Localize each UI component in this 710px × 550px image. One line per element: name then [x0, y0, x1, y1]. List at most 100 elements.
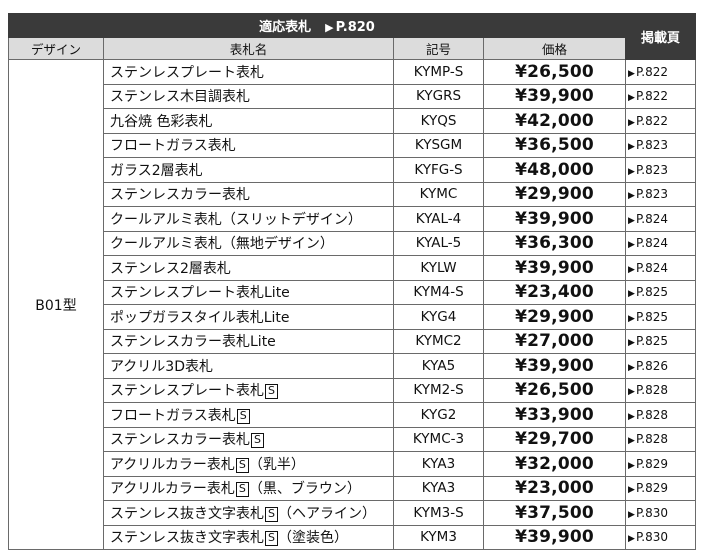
name-column-header: 表札名 — [103, 37, 394, 60]
code-cell: KYAL-5 — [393, 230, 484, 256]
code-cell: KYGRS — [393, 83, 484, 109]
name-cell: ポップガラスタイル表札Lite — [103, 304, 394, 330]
page-ref-cell: ▶P.823 — [625, 181, 697, 207]
play-arrow-icon: ▶ — [628, 485, 635, 496]
series-s-badge: S — [236, 408, 250, 424]
page-ref-cell: ▶P.828 — [625, 402, 697, 428]
play-arrow-icon: ▶ — [628, 362, 635, 373]
page-ref-cell: ▶P.822 — [625, 83, 697, 109]
table-row: ステンレス2層表札 KYLW ¥39,900 ▶P.824 — [9, 255, 697, 281]
table-row: ステンレスカラー表札 S KYMC-3 ¥29,700 ▶P.828 — [9, 426, 697, 452]
nameplate-name: クールアルミ表札（無地デザイン） — [110, 236, 334, 253]
nameplate-variant: （乳半） — [248, 456, 305, 473]
code-cell: KYM2-S — [393, 377, 484, 403]
name-cell: ステンレス抜き文字表札 S （塗装色） — [103, 524, 394, 550]
play-arrow-icon: ▶ — [628, 313, 635, 324]
page-ref-cell: ▶P.825 — [625, 328, 697, 354]
page-ref: P.824 — [635, 211, 669, 226]
band-ref: P.820 — [335, 20, 375, 35]
table-row: アクリル3D表札 KYA5 ¥39,900 ▶P.826 — [9, 353, 697, 379]
page-ref: P.828 — [635, 432, 669, 447]
page-ref-cell: ▶P.825 — [625, 279, 697, 305]
play-arrow-icon: ▶ — [628, 215, 635, 226]
price-cell: ¥36,300 — [482, 230, 627, 256]
price-cell: ¥23,000 — [482, 475, 627, 501]
page-ref: P.822 — [635, 113, 669, 128]
play-arrow-icon: ▶ — [628, 411, 635, 422]
page-ref: P.824 — [635, 260, 669, 275]
name-cell: ステンレス抜き文字表札 S （ヘアライン） — [103, 500, 394, 526]
table-row: ステンレスプレート表札Lite KYM4-S ¥23,400 ▶P.825 — [9, 279, 697, 305]
name-cell: フロートガラス表札 — [103, 132, 394, 158]
code-cell: KYM3-S — [393, 500, 484, 526]
price-cell: ¥39,900 — [482, 524, 627, 550]
page-ref-cell: ▶P.830 — [625, 524, 697, 550]
column-header-row: デザイン 表札名 記号 価格 — [8, 37, 696, 60]
name-cell: ステンレスカラー表札 — [103, 181, 394, 207]
table-row: 九谷焼 色彩表札 KYQS ¥42,000 ▶P.822 — [9, 108, 697, 134]
table-row: ガラス2層表札 KYFG-S ¥48,000 ▶P.823 — [9, 157, 697, 183]
nameplate-name: フロートガラス表札 — [110, 407, 236, 424]
page-column-header: 掲載頁 — [625, 13, 697, 60]
nameplate-name: ステンレス抜き文字表札 — [110, 530, 264, 547]
nameplate-name: クールアルミ表札（スリットデザイン） — [110, 211, 362, 228]
code-cell: KYFG-S — [393, 157, 484, 183]
band-header: 適応表札 ▶ P.820 — [7, 13, 627, 38]
page-ref: P.830 — [635, 530, 669, 545]
page-ref: P.828 — [635, 383, 669, 398]
play-arrow-icon: ▶ — [628, 240, 635, 251]
nameplate-name: ステンレスカラー表札 — [110, 432, 250, 449]
play-arrow-icon: ▶ — [628, 264, 635, 275]
table-row: フロートガラス表札 S KYG2 ¥33,900 ▶P.828 — [9, 402, 697, 428]
price-cell: ¥26,500 — [482, 59, 627, 85]
code-cell: KYLW — [393, 255, 484, 281]
page-ref: P.829 — [635, 456, 669, 471]
page-ref-cell: ▶P.824 — [625, 255, 697, 281]
code-cell: KYQS — [393, 108, 484, 134]
price-table-container: 適応表札 ▶ P.820 掲載頁 デザイン 表札名 記号 価格 B01型 ステンレスプ… — [7, 13, 697, 550]
nameplate-name: フロートガラス表札 — [110, 138, 236, 155]
page-ref-cell: ▶P.824 — [625, 206, 697, 232]
page-ref: P.823 — [635, 162, 669, 177]
page-ref-cell: ▶P.822 — [625, 59, 697, 85]
name-cell: ガラス2層表札 — [103, 157, 394, 183]
table-row: クールアルミ表札（無地デザイン） KYAL-5 ¥36,300 ▶P.824 — [9, 230, 697, 256]
play-arrow-icon: ▶ — [628, 509, 635, 520]
design-cell: B01型 — [8, 59, 104, 550]
code-cell: KYA5 — [393, 353, 484, 379]
page-ref-cell: ▶P.829 — [625, 475, 697, 501]
name-cell: ステンレス木目調表札 — [103, 83, 394, 109]
price-cell: ¥27,000 — [482, 328, 627, 354]
code-cell: KYMP-S — [393, 59, 484, 85]
price-cell: ¥39,900 — [482, 83, 627, 109]
page-ref: P.830 — [635, 505, 669, 520]
code-cell: KYA3 — [393, 451, 484, 477]
code-cell: KYM4-S — [393, 279, 484, 305]
name-cell: アクリルカラー表札 S （黒、ブラウン） — [103, 475, 394, 501]
price-cell: ¥39,900 — [482, 353, 627, 379]
table-row: ポップガラスタイル表札Lite KYG4 ¥29,900 ▶P.825 — [9, 304, 697, 330]
price-cell: ¥29,900 — [482, 304, 627, 330]
nameplate-name: ステンレスプレート表札Lite — [110, 285, 290, 302]
play-arrow-icon: ▶ — [628, 191, 635, 202]
name-cell: ステンレスカラー表札 S — [103, 426, 394, 452]
price-cell: ¥26,500 — [482, 377, 627, 403]
play-arrow-icon: ▶ — [628, 436, 635, 447]
band-row: 適応表札 ▶ P.820 掲載頁 — [7, 13, 697, 60]
price-cell: ¥36,500 — [482, 132, 627, 158]
nameplate-name: ステンレス抜き文字表札 — [110, 505, 264, 522]
name-cell: フロートガラス表札 S — [103, 402, 394, 428]
page-ref: P.822 — [635, 89, 669, 104]
code-cell: KYMC — [393, 181, 484, 207]
nameplate-name: ステンレスカラー表札Lite — [110, 334, 276, 351]
nameplate-name: アクリル3D表札 — [110, 358, 213, 375]
code-cell: KYAL-4 — [393, 206, 484, 232]
code-cell: KYA3 — [393, 475, 484, 501]
series-s-badge: S — [265, 531, 278, 547]
code-cell: KYG2 — [393, 402, 484, 428]
nameplate-name: ステンレスプレート表札 — [110, 383, 264, 400]
nameplate-name: アクリルカラー表札 — [110, 481, 235, 498]
page-ref-cell: ▶P.829 — [625, 451, 697, 477]
play-arrow-icon: ▶ — [628, 289, 635, 300]
page-ref: P.828 — [635, 407, 669, 422]
